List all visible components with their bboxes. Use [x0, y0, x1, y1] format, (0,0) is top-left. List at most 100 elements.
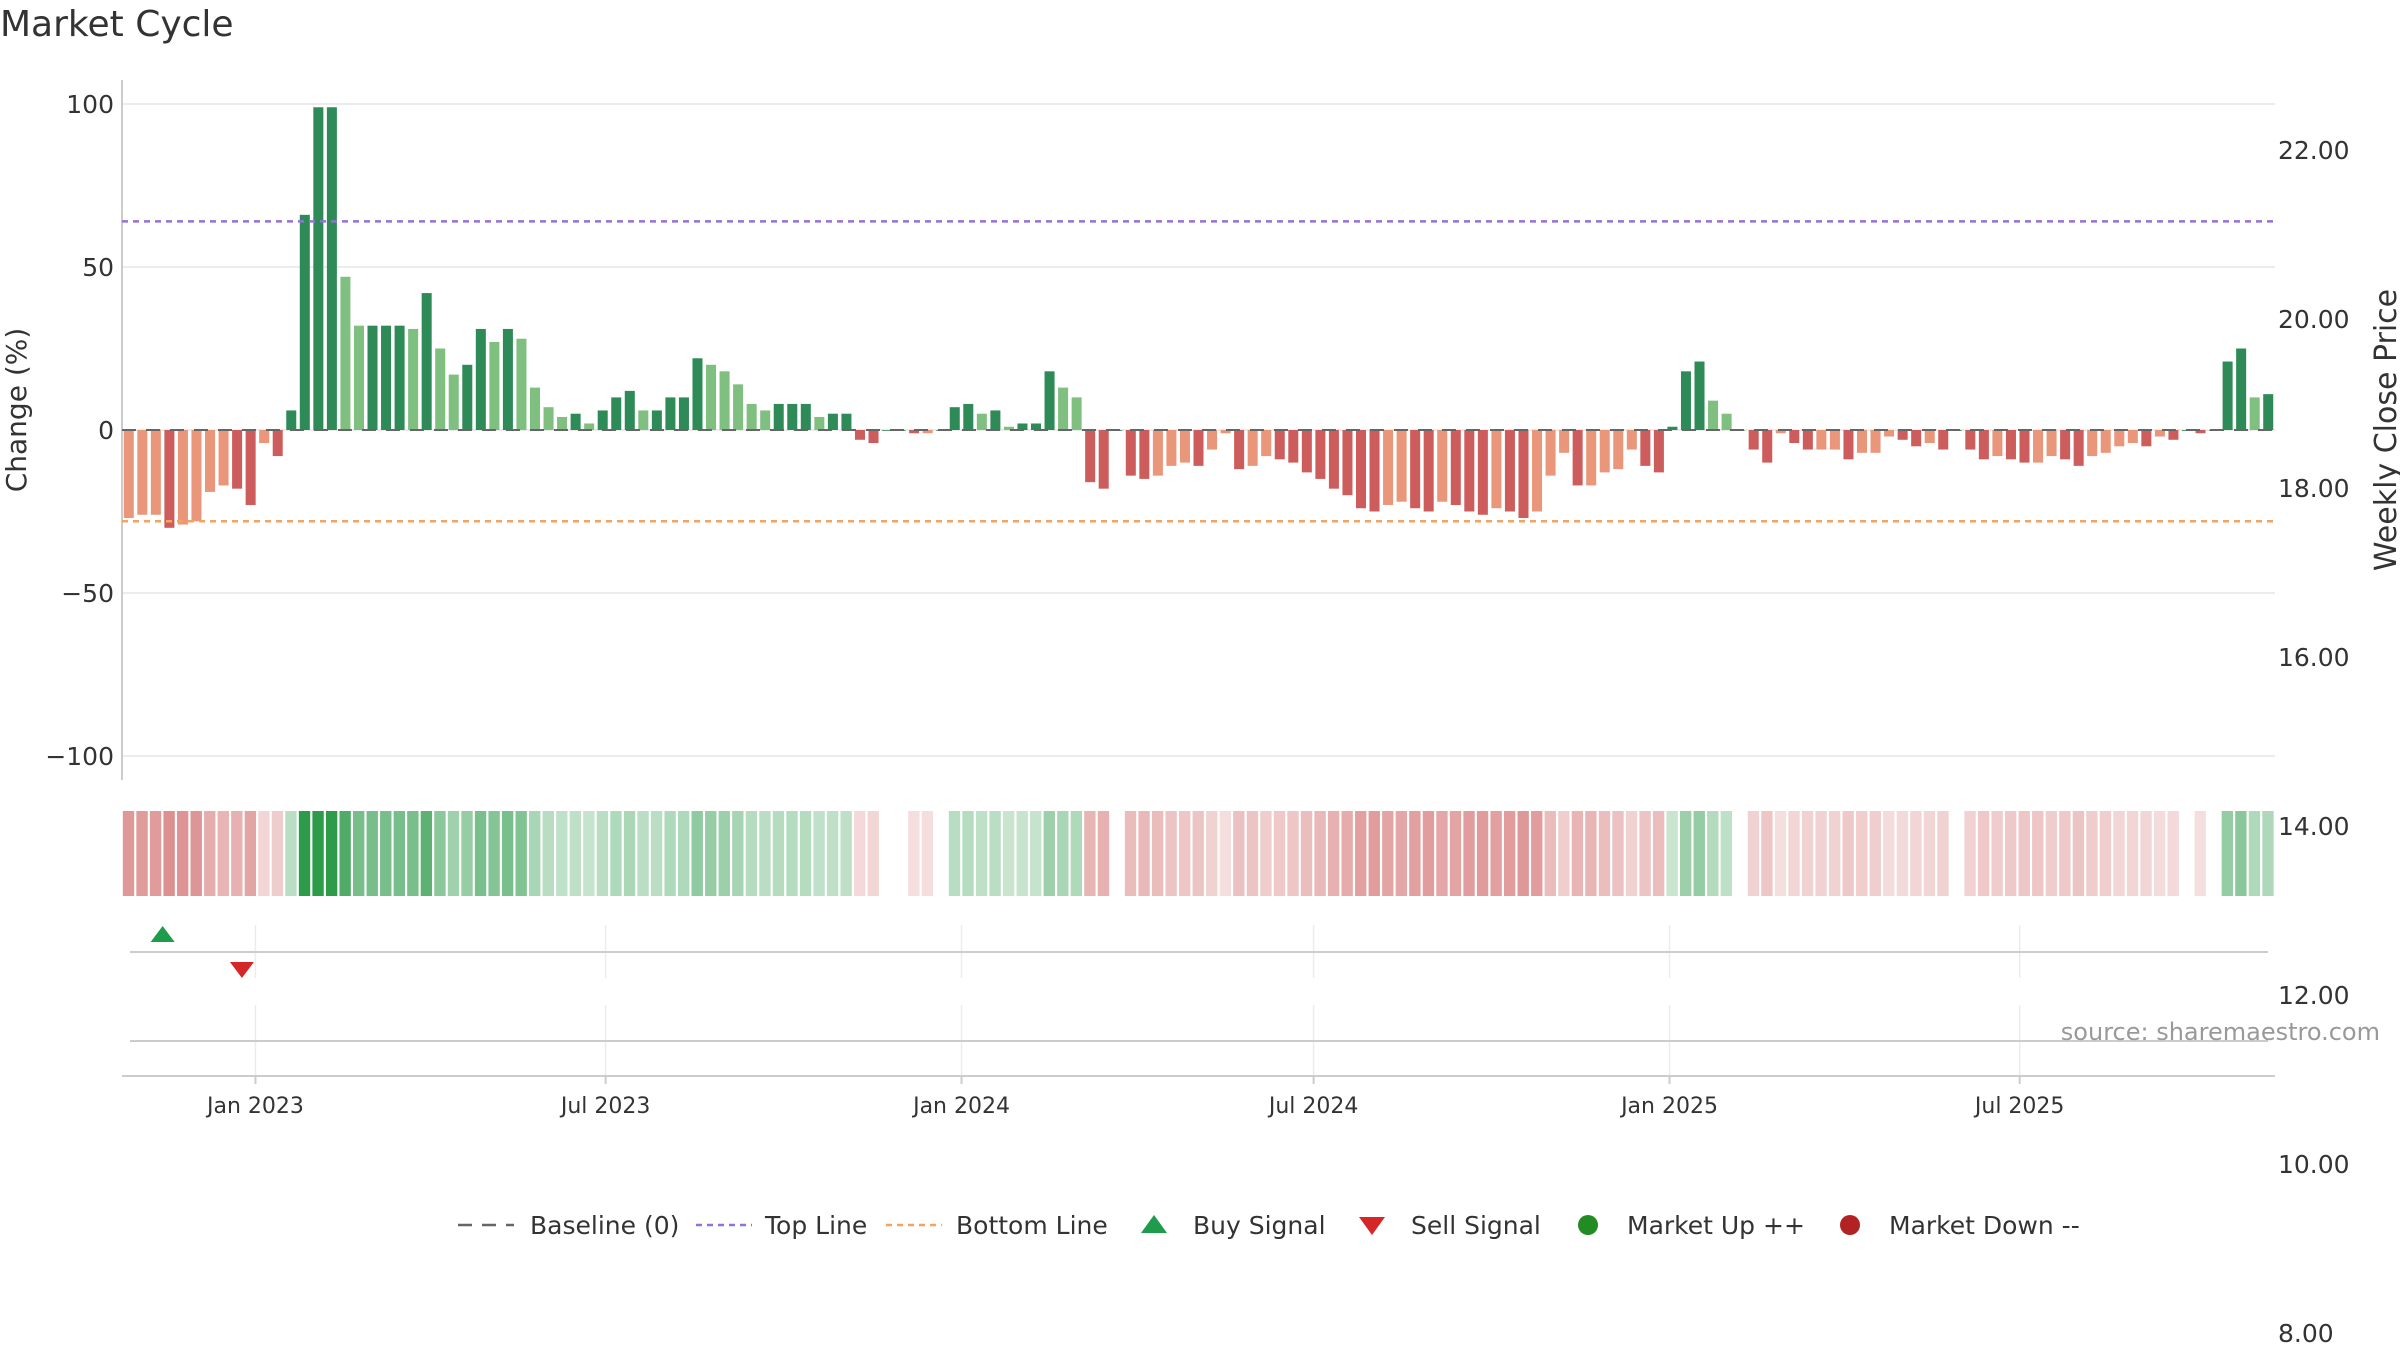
strip-cell: [2045, 811, 2057, 896]
strip-cell: [664, 811, 676, 896]
bar: [746, 403, 757, 430]
strip-cell: [1084, 811, 1096, 896]
strip-cell: [176, 811, 189, 896]
bar: [529, 387, 541, 430]
strip-cell: [610, 811, 622, 896]
bar: [313, 107, 324, 430]
legend-label: Market Down --: [1889, 1211, 2080, 1240]
strip-cell: [515, 811, 527, 896]
bar: [1423, 430, 1434, 512]
bar: [2087, 430, 2098, 457]
strip-cell: [339, 811, 351, 896]
strip-cell: [2235, 811, 2247, 896]
strip-cell: [136, 811, 148, 896]
bar: [1058, 387, 1069, 430]
strip-cell: [1436, 811, 1448, 896]
strip-cell: [163, 811, 175, 896]
bar: [2195, 430, 2206, 434]
strip-cell: [1219, 811, 1231, 896]
bar: [164, 430, 175, 528]
strip-cell: [799, 811, 812, 896]
bar: [1017, 423, 1028, 430]
strip-cell: [1341, 811, 1353, 896]
strip-cell: [556, 811, 568, 896]
bar: [1653, 430, 1664, 473]
strip-cell: [434, 811, 446, 896]
strip-cell: [650, 811, 663, 896]
strip-cell: [380, 811, 392, 896]
x-tick-label: Jan 2025: [1619, 1094, 1718, 1119]
sell-signal-marker: [229, 962, 254, 978]
bar: [611, 397, 622, 430]
strip-cell: [813, 811, 825, 896]
bar: [760, 410, 771, 430]
bar: [733, 384, 744, 430]
x-tick-label: Jan 2023: [205, 1094, 304, 1119]
strip-cell: [149, 811, 162, 896]
y-tick-label: −100: [45, 742, 114, 771]
strip-cell: [677, 811, 690, 896]
strip-cell: [2059, 811, 2071, 896]
strip-cell: [1124, 811, 1137, 896]
bar: [1640, 430, 1651, 466]
strip-cell: [1327, 811, 1340, 896]
bar: [1464, 430, 1475, 512]
bar: [218, 430, 229, 486]
strip-cell: [204, 811, 216, 896]
legend-label: Top Line: [764, 1211, 867, 1240]
bar: [2236, 348, 2247, 430]
strip-cell: [1639, 811, 1651, 896]
bar: [1437, 430, 1448, 502]
y-tick-label: 100: [66, 90, 114, 119]
bar: [1410, 430, 1421, 509]
chart-title: Market Cycle: [0, 4, 234, 45]
legend-sell-swatch: [1359, 1217, 1385, 1235]
bar: [570, 413, 581, 430]
strip-cell: [962, 811, 974, 896]
strip-cell: [1652, 811, 1665, 896]
bar: [990, 410, 1001, 430]
bar: [232, 430, 243, 489]
bar: [502, 328, 513, 430]
bar: [1938, 430, 1949, 450]
strip-cell: [1666, 811, 1678, 896]
strip-cell: [1179, 811, 1191, 896]
bar: [1288, 430, 1299, 463]
plot-frame: [121, 80, 2275, 1077]
bar: [557, 416, 568, 430]
bar: [706, 364, 717, 430]
x-tick-label: Jan 2024: [911, 1094, 1010, 1119]
bar: [1924, 430, 1935, 444]
y-tick-label: −50: [61, 579, 114, 608]
bar: [299, 214, 310, 430]
strip-cell: [1490, 811, 1502, 896]
strip-cell: [1531, 811, 1543, 896]
strip-cell: [1030, 811, 1042, 896]
strip-cell: [1314, 811, 1326, 896]
y-tick-label: 0: [98, 416, 114, 445]
y2-axis: 22.00 20.00 18.00 16.00 14.00 12.00 10.00 8.00: [2278, 136, 2350, 1348]
strip-cell: [2072, 811, 2085, 896]
bar: [1125, 430, 1136, 476]
strip-cell: [312, 811, 324, 896]
bar: [408, 328, 419, 430]
strip-cell: [2248, 811, 2261, 896]
legend-label: Bottom Line: [956, 1211, 1108, 1240]
strip-cell: [488, 811, 500, 896]
bar: [773, 403, 784, 430]
bar: [922, 430, 933, 434]
bar: [1301, 430, 1312, 473]
strip-cell: [217, 811, 229, 896]
x-tick-label: Jul 2024: [1267, 1094, 1359, 1119]
bar: [868, 430, 879, 444]
y2-tick-label: 16.00: [2278, 643, 2350, 672]
bar: [800, 403, 811, 430]
y2-tick-label: 22.00: [2278, 136, 2350, 165]
bar: [854, 430, 865, 440]
bar: [624, 390, 635, 430]
bar: [2168, 430, 2179, 440]
strip-cell: [1625, 811, 1638, 896]
strip-cell: [474, 811, 487, 896]
strip-cell: [637, 811, 649, 896]
bar: [1884, 430, 1895, 437]
